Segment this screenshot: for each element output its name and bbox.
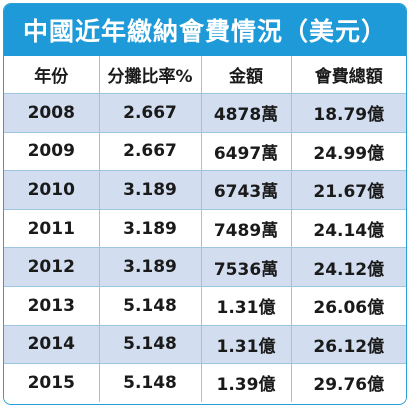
header-amount: 金額 — [201, 56, 292, 94]
cell-year: 2009 — [4, 132, 100, 172]
cell-year: 2008 — [4, 93, 100, 133]
cell-total-dues: 26.06億 — [291, 286, 406, 326]
header-year: 年份 — [4, 56, 100, 94]
dues-table: 年份 分攤比率% 金額 會費總額 2008 2.667 4878萬 18.79億… — [4, 56, 406, 402]
cell-total-dues: 21.67億 — [291, 170, 406, 210]
table-row: 2009 2.667 6497萬 24.99億 — [4, 132, 406, 172]
header-share-rate: 分攤比率% — [99, 56, 202, 94]
cell-year: 2014 — [4, 325, 100, 365]
cell-amount: 1.31億 — [201, 325, 292, 365]
cell-amount: 7489萬 — [201, 209, 292, 249]
table-row: 2015 5.148 1.39億 29.76億 — [4, 363, 406, 402]
cell-year: 2011 — [4, 209, 100, 249]
cell-share-rate: 3.189 — [99, 247, 202, 287]
cell-amount: 6497萬 — [201, 132, 292, 172]
cell-amount: 1.39億 — [201, 363, 292, 402]
cell-share-rate: 3.189 — [99, 209, 202, 249]
cell-total-dues: 24.99億 — [291, 132, 406, 172]
dues-table-card: 中國近年繳納會費情況（美元） 年份 分攤比率% 金額 會費總額 2008 2.6… — [3, 3, 407, 405]
header-total-dues: 會費總額 — [291, 56, 406, 94]
cell-amount: 4878萬 — [201, 93, 292, 133]
cell-share-rate: 5.148 — [99, 286, 202, 326]
cell-total-dues: 24.14億 — [291, 209, 406, 249]
table-row: 2008 2.667 4878萬 18.79億 — [4, 93, 406, 133]
cell-total-dues: 29.76億 — [291, 363, 406, 402]
table-row: 2012 3.189 7536萬 24.12億 — [4, 247, 406, 287]
table-row: 2010 3.189 6743萬 21.67億 — [4, 170, 406, 210]
table-title: 中國近年繳納會費情況（美元） — [4, 4, 406, 56]
cell-share-rate: 3.189 — [99, 170, 202, 210]
cell-total-dues: 24.12億 — [291, 247, 406, 287]
cell-year: 2013 — [4, 286, 100, 326]
cell-year: 2012 — [4, 247, 100, 287]
cell-share-rate: 5.148 — [99, 363, 202, 402]
cell-share-rate: 2.667 — [99, 93, 202, 133]
cell-share-rate: 5.148 — [99, 325, 202, 365]
table-row: 2013 5.148 1.31億 26.06億 — [4, 286, 406, 326]
cell-share-rate: 2.667 — [99, 132, 202, 172]
header-row: 年份 分攤比率% 金額 會費總額 — [4, 56, 406, 94]
cell-total-dues: 26.12億 — [291, 325, 406, 365]
cell-amount: 6743萬 — [201, 170, 292, 210]
cell-amount: 7536萬 — [201, 247, 292, 287]
cell-total-dues: 18.79億 — [291, 93, 406, 133]
table-row: 2014 5.148 1.31億 26.12億 — [4, 325, 406, 365]
cell-year: 2015 — [4, 363, 100, 402]
cell-amount: 1.31億 — [201, 286, 292, 326]
table-row: 2011 3.189 7489萬 24.14億 — [4, 209, 406, 249]
cell-year: 2010 — [4, 170, 100, 210]
